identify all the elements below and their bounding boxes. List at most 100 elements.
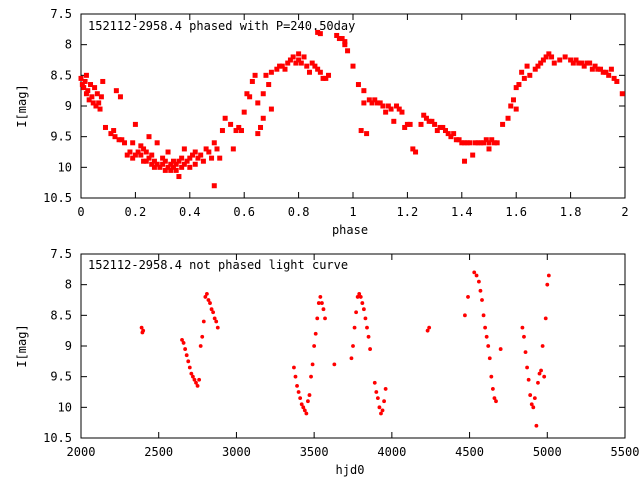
- phased-data-point: [192, 149, 198, 155]
- phased-data-point: [252, 72, 258, 78]
- phased-data-point: [249, 78, 255, 84]
- phased-data-point: [619, 91, 625, 97]
- phased-data-point: [296, 51, 302, 57]
- raw-data-point: [486, 344, 491, 348]
- phased-data-point: [217, 155, 223, 161]
- raw-x-tick-label: 5000: [533, 445, 562, 459]
- phased-data-point: [478, 140, 484, 146]
- raw-data-point: [192, 377, 197, 382]
- phased-data-point: [285, 60, 291, 66]
- phased-data-point: [538, 60, 544, 66]
- raw-data-point: [529, 402, 534, 407]
- phased-y-tick-label: 10.5: [43, 191, 72, 205]
- phased-data-point: [608, 66, 614, 72]
- raw-data-point: [383, 387, 388, 391]
- raw-data-point: [366, 334, 371, 339]
- phased-data-points: [78, 29, 625, 189]
- phased-axis-ticks: [80, 13, 626, 199]
- raw-x-axis-label: hjd0: [336, 463, 365, 477]
- phased-data-point: [451, 131, 457, 137]
- raw-x-tick-label: 3500: [300, 445, 329, 459]
- phased-data-point: [287, 57, 293, 63]
- raw-data-point: [484, 334, 489, 339]
- raw-data-point: [492, 396, 497, 401]
- raw-data-point: [306, 399, 310, 404]
- raw-data-point: [187, 365, 192, 370]
- phased-data-point: [442, 128, 448, 134]
- phased-y-tick-label: 9: [65, 99, 72, 113]
- phased-data-point: [274, 66, 280, 72]
- phased-data-point: [132, 152, 138, 158]
- phased-data-point: [236, 124, 242, 130]
- phased-data-point: [516, 82, 522, 88]
- phased-data-point: [437, 124, 443, 130]
- phased-data-point: [88, 82, 94, 88]
- raw-data-point: [489, 374, 494, 379]
- phased-data-point: [334, 32, 340, 38]
- raw-data-point: [332, 362, 337, 367]
- phased-data-point: [268, 69, 274, 75]
- raw-data-point: [318, 295, 323, 299]
- phased-data-point: [244, 91, 250, 97]
- phased-data-point: [434, 128, 440, 134]
- raw-data-point: [200, 334, 205, 339]
- phased-data-point: [149, 152, 155, 158]
- phased-data-point: [198, 152, 204, 158]
- phased-data-point: [214, 146, 220, 152]
- phased-x-tick-label: 0: [77, 205, 84, 219]
- raw-data-point: [191, 374, 195, 379]
- phased-data-point: [168, 167, 174, 173]
- phased-data-point: [391, 118, 397, 124]
- raw-data-point: [304, 411, 309, 416]
- raw-data-point: [180, 337, 184, 342]
- phased-data-point: [190, 152, 196, 158]
- phased-data-point: [342, 39, 348, 45]
- phased-data-point: [154, 140, 160, 146]
- phased-data-point: [510, 97, 516, 103]
- raw-data-point: [301, 405, 306, 410]
- phased-data-point: [192, 161, 198, 167]
- raw-data-point: [201, 319, 206, 324]
- phased-data-point: [301, 54, 307, 60]
- phased-data-point: [127, 149, 133, 155]
- phased-data-point: [448, 134, 454, 140]
- phased-tick-labels: 0 0.2 0.4 0.6 0.8 1 1.2 1.4 1.6 1.8 2 7.5 8 8.5 9 9.5 10…: [43, 7, 629, 219]
- phased-data-point: [336, 36, 342, 42]
- phased-data-point: [132, 121, 138, 127]
- phased-data-point: [162, 167, 168, 173]
- phased-data-point: [146, 134, 152, 140]
- phased-data-point: [146, 155, 152, 161]
- raw-data-point: [368, 347, 372, 351]
- raw-data-point: [478, 288, 483, 293]
- phased-data-point: [93, 103, 99, 109]
- phased-data-point: [85, 88, 91, 94]
- raw-data-point: [539, 368, 543, 373]
- phased-data-point: [404, 121, 410, 127]
- phased-data-point: [576, 60, 582, 66]
- phased-data-point: [464, 140, 470, 146]
- phased-data-point: [154, 161, 160, 167]
- phased-data-point: [113, 88, 119, 94]
- raw-y-tick-label: 10: [58, 400, 72, 414]
- phased-data-point: [160, 155, 166, 161]
- phased-data-point: [279, 63, 285, 69]
- raw-data-point: [309, 374, 313, 379]
- phased-data-point: [361, 88, 367, 94]
- raw-data-point: [490, 387, 495, 391]
- phased-data-point: [187, 155, 193, 161]
- raw-data-point: [537, 371, 542, 376]
- phased-data-point: [168, 161, 174, 167]
- phased-light-curve-panel: 0 0.2 0.4 0.6 0.8 1 1.2 1.4 1.6 1.8 2 7.5 8 8.5 9 9.5 10…: [15, 7, 629, 237]
- phased-data-point: [358, 128, 364, 134]
- phased-data-point: [489, 137, 495, 143]
- phased-data-point: [513, 85, 519, 91]
- phased-data-point: [527, 72, 533, 78]
- raw-data-point: [197, 377, 202, 382]
- raw-data-point: [361, 307, 366, 312]
- raw-data-point: [466, 295, 470, 299]
- phased-data-point: [165, 164, 171, 170]
- phased-data-point: [350, 63, 356, 69]
- raw-data-point: [375, 396, 380, 401]
